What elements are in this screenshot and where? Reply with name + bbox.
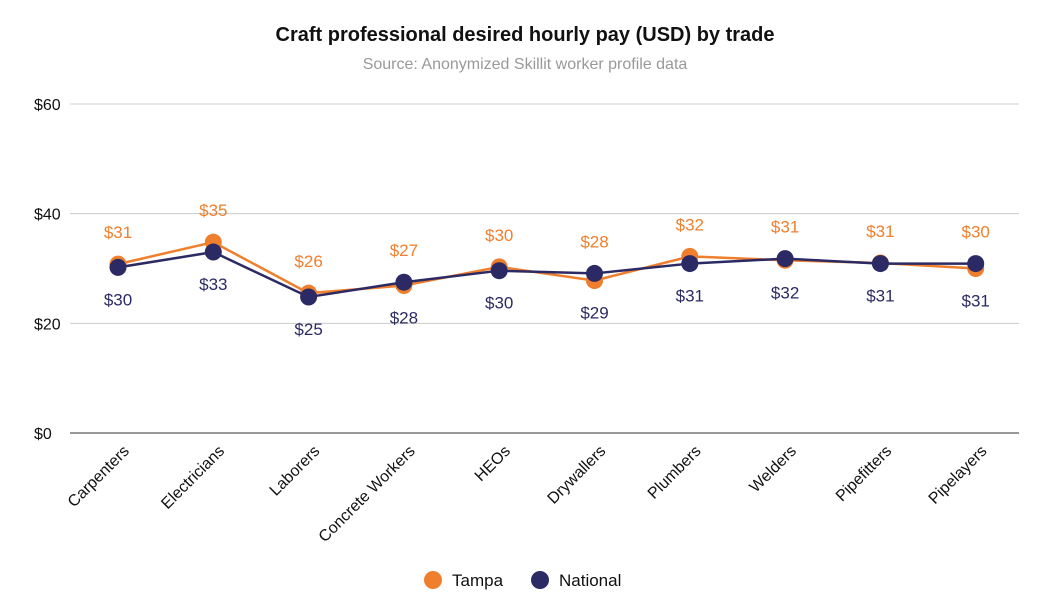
data-label: $31	[866, 222, 894, 241]
data-label: $31	[676, 287, 704, 306]
y-tick-label: $40	[34, 207, 61, 224]
data-point	[776, 250, 794, 268]
x-tick-label: Pipelayers	[926, 443, 991, 508]
data-label: $33	[199, 275, 227, 294]
legend-item-tampa: Tampa	[424, 571, 504, 590]
x-tick-label: HEOs	[472, 443, 514, 485]
data-label: $31	[866, 287, 894, 306]
gridlines	[70, 103, 1019, 434]
series-layer	[109, 233, 985, 306]
data-label: $32	[676, 215, 704, 234]
x-tick-label: Carpenters	[65, 443, 133, 511]
y-tick-label: $20	[34, 316, 61, 333]
legend-label: Tampa	[452, 571, 504, 590]
data-point	[395, 273, 413, 291]
legend-marker	[424, 571, 442, 589]
data-point	[586, 264, 603, 282]
legend-label: National	[559, 571, 621, 590]
x-tick-label: Pipefitters	[833, 443, 895, 505]
series-line	[117, 250, 976, 299]
x-tick-label: Plumbers	[645, 443, 705, 503]
legend: Tampa National	[424, 571, 621, 590]
data-point	[204, 243, 222, 261]
x-tick-label: Electricians	[158, 443, 228, 513]
legend-item-national: National	[531, 571, 621, 590]
chart-title: Craft professional desired hourly pay (U…	[275, 24, 775, 46]
data-point	[300, 288, 318, 306]
data-label: $31	[962, 292, 990, 311]
series-national	[109, 243, 985, 306]
data-point	[967, 255, 985, 273]
data-label: $31	[104, 223, 132, 242]
y-axis-ticks: $0 $20 $40 $60	[34, 97, 61, 443]
data-point	[109, 258, 127, 276]
data-point	[871, 255, 889, 273]
data-label: $31	[771, 218, 799, 237]
data-label: $28	[580, 232, 608, 251]
data-label: $27	[390, 241, 418, 260]
x-tick-label: Drywallers	[545, 443, 610, 508]
x-tick-label: Laborers	[267, 443, 324, 500]
x-tick-label: Concrete Workers	[316, 443, 419, 546]
data-label: $26	[294, 252, 322, 271]
data-label: $29	[580, 304, 608, 323]
data-label: $35	[199, 201, 227, 220]
data-label: $25	[294, 320, 322, 339]
data-labels: $31 $35 $26 $27 $30 $28 $32 $31 $31 $30 $30 $33 $25 $…	[104, 201, 990, 339]
y-tick-label: $0	[34, 426, 52, 443]
y-tick-label: $60	[34, 97, 61, 114]
x-tick-label: Welders	[747, 443, 800, 496]
data-label: $32	[771, 283, 799, 302]
data-point	[490, 262, 508, 280]
data-label: $30	[962, 223, 990, 242]
legend-marker	[531, 571, 549, 589]
data-point	[681, 255, 699, 273]
data-label: $30	[104, 290, 132, 309]
data-label: $30	[485, 226, 513, 245]
series-tampa	[109, 233, 985, 302]
data-label: $28	[390, 308, 418, 327]
chart-subtitle: Source: Anonymized Skillit worker profil…	[362, 56, 688, 73]
data-label: $30	[485, 294, 513, 313]
